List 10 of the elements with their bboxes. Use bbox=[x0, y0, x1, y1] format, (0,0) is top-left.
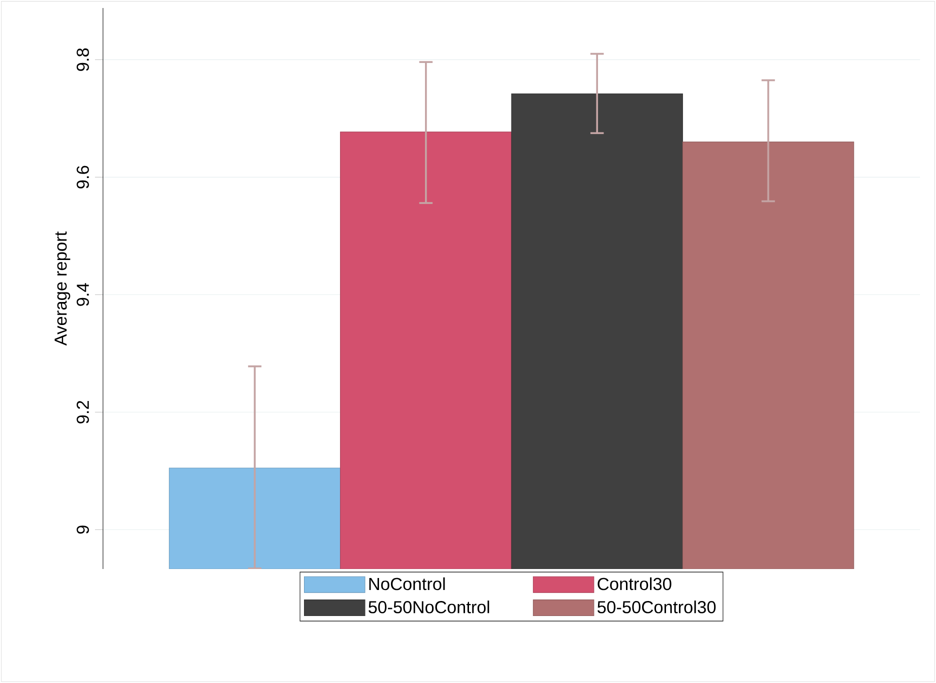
y-tick-label: 9.2 bbox=[76, 400, 89, 424]
legend-label: NoControl bbox=[369, 577, 445, 590]
legend-label: 50-50NoControl bbox=[368, 600, 490, 614]
legend-label: 50-50Control30 bbox=[598, 600, 716, 614]
y-tick-label: 9.6 bbox=[76, 166, 89, 188]
y-axis-title: Average report bbox=[54, 231, 70, 346]
y-tick-label: 9.4 bbox=[76, 283, 89, 306]
legend-label: Control30 bbox=[598, 577, 672, 590]
y-tick-label: 9 bbox=[76, 526, 89, 534]
y-tick-label: 9.8 bbox=[76, 48, 89, 71]
